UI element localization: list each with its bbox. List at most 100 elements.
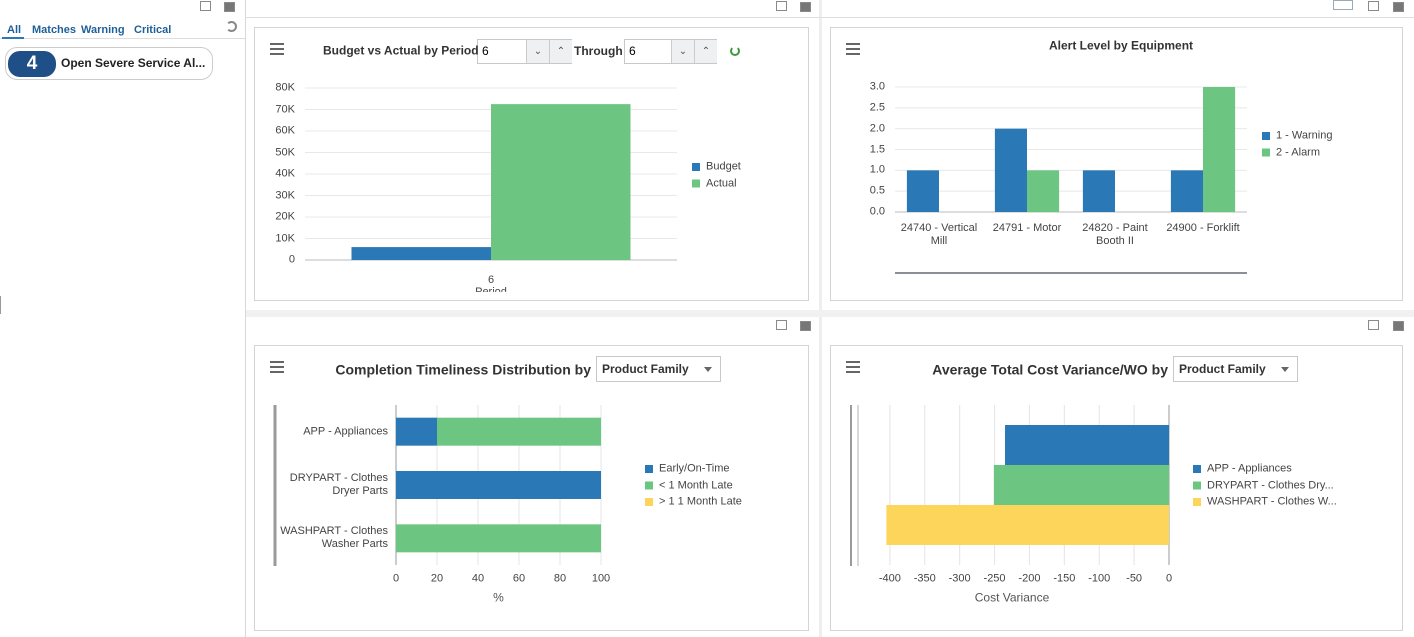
panel — [830, 27, 1403, 301]
x-tick-label: 40 — [471, 572, 485, 585]
menu-icon[interactable] — [846, 43, 860, 55]
bar — [491, 104, 631, 260]
y-tick-label: 0 — [288, 253, 295, 266]
x-tick-label: -350 — [913, 572, 936, 585]
tab[interactable]: Matches — [32, 24, 77, 36]
x-tick-label: -100 — [1088, 572, 1111, 585]
legend-swatch — [692, 179, 700, 188]
menu-icon[interactable] — [270, 43, 284, 55]
alert-count: 4 — [8, 51, 56, 77]
tab[interactable]: All — [7, 24, 22, 36]
menu-icon[interactable] — [846, 361, 860, 373]
icon[interactable] — [1368, 320, 1379, 330]
chart-title: Average Total Cost Variance/WO by — [932, 361, 1168, 378]
y-tick-label: 0.0 — [869, 205, 885, 218]
bar — [396, 417, 437, 446]
y-tick-label: 40K — [275, 167, 295, 180]
x-tick-label: 24900 - Forklift — [1166, 222, 1240, 234]
icon[interactable] — [776, 1, 787, 11]
legend-label: DRYPART - Clothes Dry... — [1207, 479, 1334, 491]
icon[interactable] — [224, 2, 235, 12]
icon[interactable] — [800, 321, 811, 331]
y-tick-label: 80K — [275, 81, 295, 94]
bar — [993, 465, 1169, 505]
y-tick-label: 3.0 — [869, 80, 885, 93]
input-value: 6 — [629, 44, 636, 58]
y-tick-label: 1.5 — [869, 143, 885, 155]
bar — [1005, 425, 1169, 465]
handle — [0, 296, 1, 314]
y-tick-label: 70K — [275, 103, 295, 115]
y-tick-label: 1.0 — [869, 163, 885, 176]
icon[interactable] — [1393, 2, 1404, 12]
x-axis-label: Period — [475, 286, 507, 292]
legend-label: > 1 1 Month Late — [659, 495, 742, 508]
x-tick-label: -50 — [1126, 572, 1143, 585]
spin-up[interactable]: ⌃ — [549, 40, 572, 63]
divider — [245, 0, 246, 637]
refresh-icon[interactable] — [226, 21, 237, 32]
legend-swatch — [645, 498, 653, 506]
y-tick-label: 20K — [275, 210, 295, 223]
y-tick-label: APP - Appliances — [303, 425, 388, 438]
dropdown[interactable]: Product Family — [1173, 356, 1298, 382]
icon[interactable] — [200, 1, 211, 11]
x-tick-label: -400 — [878, 572, 901, 585]
chart-title: Budget vs Actual by Period — [323, 43, 479, 58]
tab[interactable]: Warning — [81, 24, 125, 36]
period-input[interactable]: 6 ⌄ ⌃ — [624, 39, 717, 64]
icon[interactable] — [776, 320, 787, 330]
legend-label: Budget — [706, 160, 741, 173]
legend-label: < 1 Month Late — [659, 479, 733, 491]
bar — [437, 417, 601, 446]
period-input[interactable]: 6 ⌄ ⌃ — [477, 39, 572, 64]
legend-label: Actual — [706, 177, 737, 189]
x-tick-label: -200 — [1018, 572, 1041, 585]
divider — [246, 310, 1414, 317]
x-axis-label: Cost Variance — [974, 590, 1050, 605]
x-tick-label: 24740 - Vertical Mill — [900, 222, 978, 247]
x-tick-label: 100 — [591, 572, 611, 585]
x-tick-label: -250 — [983, 572, 1006, 585]
x-tick-label: 20 — [430, 572, 444, 585]
spin-down[interactable]: ⌄ — [526, 40, 549, 63]
x-tick-label: 80 — [553, 572, 567, 585]
bar — [351, 247, 491, 260]
menu-icon[interactable] — [270, 361, 284, 373]
icon[interactable] — [1333, 0, 1353, 10]
spin-up[interactable]: ⌃ — [694, 40, 717, 63]
refresh-icon[interactable] — [730, 46, 740, 56]
legend-swatch — [645, 481, 653, 490]
tab-bar — [0, 21, 245, 39]
legend-label: 1 - Warning — [1276, 129, 1333, 142]
spin-down[interactable]: ⌄ — [671, 40, 694, 63]
dropdown[interactable]: Product Family — [596, 356, 721, 382]
legend-swatch — [1262, 148, 1270, 157]
y-tick-label: WASHPART - Clothes Washer Parts — [280, 525, 388, 551]
y-tick-label: 0.5 — [869, 184, 885, 197]
icon[interactable] — [1393, 321, 1404, 331]
x-tick-label: 6 — [487, 274, 495, 286]
legend-swatch — [1193, 498, 1201, 506]
icon[interactable] — [1368, 1, 1379, 11]
bar — [396, 524, 601, 553]
x-tick-label: 60 — [512, 572, 526, 585]
icon[interactable] — [800, 2, 811, 12]
x-axis-label: % — [493, 590, 504, 605]
bar — [886, 505, 1169, 545]
x-tick-label: 0 — [1165, 572, 1173, 585]
bar — [1203, 87, 1236, 212]
y-tick-label: 2.5 — [869, 101, 885, 114]
chart-title: Completion Timeliness Distribution by — [335, 361, 591, 378]
alert-card[interactable] — [5, 47, 213, 80]
legend-label: APP - Appliances — [1207, 462, 1292, 475]
legend-swatch — [692, 163, 700, 171]
x-tick-label: 0 — [392, 572, 400, 585]
legend-label: Early/On-Time — [659, 462, 730, 475]
y-tick-label: 30K — [275, 189, 295, 201]
y-tick-label: 50K — [275, 146, 295, 158]
through-label: Through — [574, 44, 623, 58]
bar — [906, 170, 939, 212]
tab[interactable]: Critical — [134, 24, 172, 36]
